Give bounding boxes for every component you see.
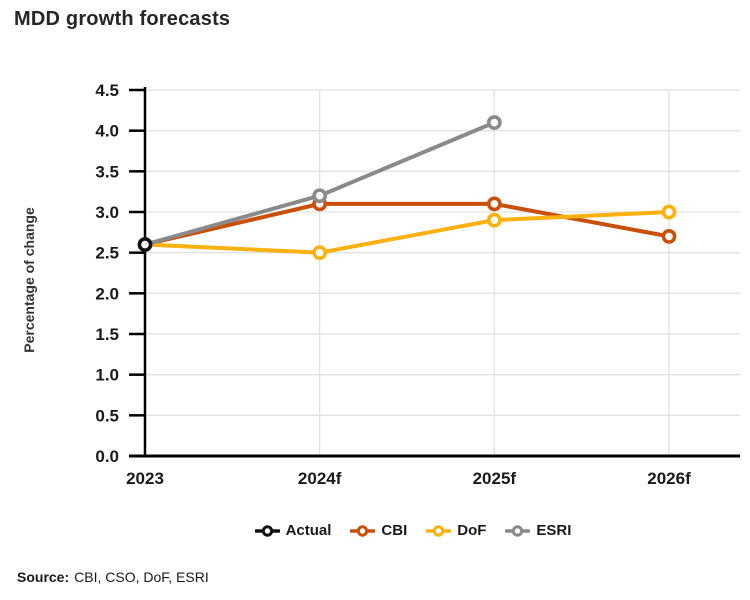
chart-legend: Actual CBI DoF ESRI — [76, 522, 750, 539]
legend-item-cbi: CBI — [350, 522, 407, 539]
marker-dof-2024f — [312, 245, 328, 261]
marker-cbi-2025f — [486, 196, 502, 212]
x-tick-label: 2024f — [298, 469, 342, 488]
y-tick-label: 2.0 — [95, 284, 119, 303]
marker-cbi-2026f — [661, 228, 677, 244]
legend-item-actual: Actual — [254, 522, 332, 539]
y-tick-label: 1.5 — [95, 325, 119, 344]
legend-item-esri: ESRI — [505, 522, 571, 539]
page-title: MDD growth forecasts — [14, 8, 231, 30]
x-tick-label: 2023 — [126, 469, 164, 488]
legend-label: DoF — [457, 522, 487, 539]
marker-esri-2024f — [312, 188, 328, 204]
marker-dof-2026f — [661, 204, 677, 220]
y-tick-label: 0.5 — [95, 406, 119, 425]
series-line-dof — [143, 210, 672, 255]
forecast-line-chart: 0.0 0.5 1.0 1.5 2.0 2.5 3.0 3.5 4.0 4.5 2023 2024f 2… — [21, 81, 740, 488]
legend-item-dof: DoF — [426, 522, 486, 539]
y-tick-label: 3.0 — [95, 203, 119, 222]
legend-marker-icon — [426, 524, 452, 537]
x-tick-label: 2025f — [473, 469, 517, 488]
x-tick-label: 2026f — [647, 469, 691, 488]
legend-label: CBI — [381, 522, 408, 539]
source-label: Source: — [17, 569, 70, 585]
y-tick-label: 3.5 — [95, 162, 119, 181]
y-tick-label: 0.0 — [95, 447, 119, 466]
legend-marker-icon — [254, 524, 280, 537]
source-line: Source: CBI, CSO, DoF, ESRI — [17, 569, 209, 585]
y-tick-label: 1.0 — [95, 366, 119, 385]
y-tick-label: 2.5 — [95, 244, 119, 263]
source-text: CBI, CSO, DoF, ESRI — [74, 569, 209, 585]
marker-esri-2025f — [486, 115, 502, 130]
legend-label: Actual — [285, 522, 332, 539]
marker-actual-2023 — [137, 237, 153, 252]
legend-label: ESRI — [536, 522, 572, 539]
y-tick-label: 4.5 — [95, 81, 119, 100]
y-tick-label: 4.0 — [95, 122, 119, 141]
series-line-cbi — [143, 201, 672, 247]
legend-marker-icon — [505, 524, 531, 537]
legend-marker-icon — [350, 524, 376, 537]
marker-dof-2025f — [486, 212, 502, 228]
y-axis-title: Percentage of change — [21, 207, 37, 353]
